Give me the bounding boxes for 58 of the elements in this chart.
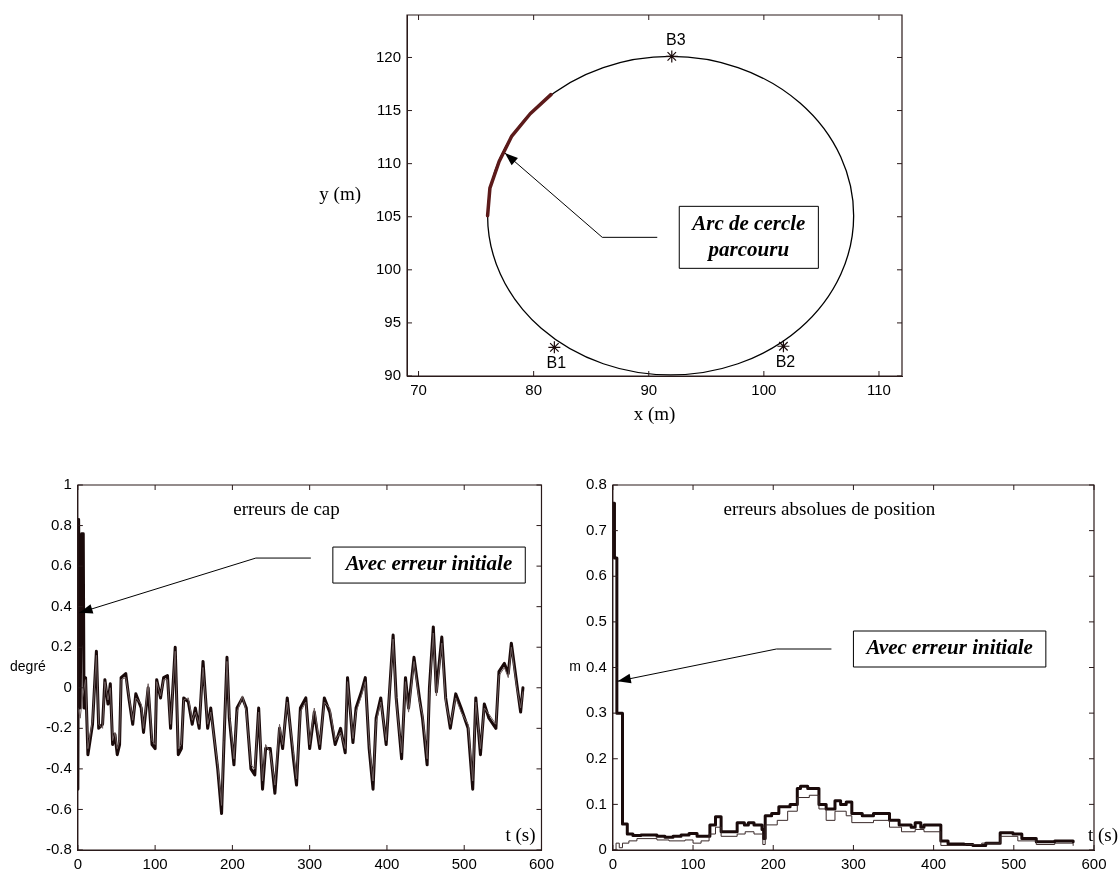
y-tick-label: -0.2 bbox=[45, 718, 72, 736]
annotation: Arc de cercle parcouru bbox=[690, 210, 806, 261]
annotation: B2 bbox=[775, 352, 796, 370]
y-tick-label: 120 bbox=[376, 47, 402, 65]
x-tick-label: 70 bbox=[410, 381, 427, 399]
y-tick-label: -0.8 bbox=[45, 840, 72, 858]
y-tick-label: 0.8 bbox=[50, 515, 72, 533]
x-tick-label: 500 bbox=[451, 855, 477, 873]
x-tick-label: 200 bbox=[219, 855, 245, 873]
y-tick-label: -0.4 bbox=[45, 759, 72, 777]
x-tick-label: 300 bbox=[840, 855, 866, 873]
y-tick-label: 90 bbox=[384, 366, 402, 384]
y-tick-label: 0.6 bbox=[585, 566, 607, 584]
y-axis-title: y (m) bbox=[319, 183, 362, 206]
y-tick-label: 0 bbox=[63, 677, 72, 695]
y-tick-label: 115 bbox=[377, 100, 402, 118]
x-tick-label: 400 bbox=[374, 855, 400, 873]
x-tick-label: 600 bbox=[1081, 855, 1107, 873]
y-tick-label: 0 bbox=[598, 840, 607, 858]
y-tick-label: 0.4 bbox=[50, 596, 72, 614]
x-axis-title: x (m) bbox=[633, 403, 676, 426]
y-tick-label: 0.5 bbox=[585, 612, 607, 630]
y-tick-label: 95 bbox=[384, 313, 402, 331]
x-tick-label: 0 bbox=[608, 855, 618, 873]
annotation: B1 bbox=[546, 353, 567, 371]
y-tick-label: 0.4 bbox=[585, 657, 607, 675]
x-tick-label: 80 bbox=[525, 381, 542, 399]
x-axis-title: t (s) bbox=[505, 824, 536, 847]
x-tick-label: 110 bbox=[867, 381, 891, 399]
x-tick-label: 100 bbox=[751, 381, 777, 399]
x-axis-title: t (s) bbox=[1087, 824, 1118, 847]
x-tick-label: 500 bbox=[1001, 855, 1027, 873]
y-tick-label: 0.2 bbox=[585, 748, 607, 766]
y-tick-label: 0.1 bbox=[585, 794, 607, 812]
annotation: Avec erreur initiale bbox=[343, 551, 513, 576]
y-tick-label: 0.8 bbox=[585, 475, 607, 493]
y-tick-label: 0.2 bbox=[50, 637, 72, 655]
text: erreurs absolues de position bbox=[723, 498, 936, 520]
y-tick-label: 110 bbox=[377, 153, 402, 171]
x-tick-label: 90 bbox=[640, 381, 658, 399]
y-tick-label: 0.7 bbox=[585, 520, 607, 538]
y-tick-label: 0.6 bbox=[50, 556, 72, 574]
x-tick-label: 300 bbox=[297, 855, 323, 873]
y-tick-label: 100 bbox=[376, 259, 402, 277]
x-tick-label: 600 bbox=[528, 855, 554, 873]
y-tick-label: -0.6 bbox=[45, 799, 72, 817]
text: erreurs de cap bbox=[233, 498, 340, 520]
y-tick-label: 105 bbox=[376, 206, 402, 224]
y-axis-title: m bbox=[569, 658, 581, 675]
x-tick-label: 100 bbox=[680, 855, 706, 873]
x-tick-label: 100 bbox=[142, 855, 168, 873]
x-tick-label: 200 bbox=[760, 855, 786, 873]
annotation: Avec erreur initiale bbox=[864, 635, 1033, 660]
annotation: B3 bbox=[665, 30, 686, 48]
y-axis-title: degré bbox=[10, 658, 47, 675]
x-tick-label: 400 bbox=[921, 855, 947, 873]
y-tick-label: 0.3 bbox=[585, 703, 607, 721]
y-tick-label: 1 bbox=[63, 475, 72, 493]
